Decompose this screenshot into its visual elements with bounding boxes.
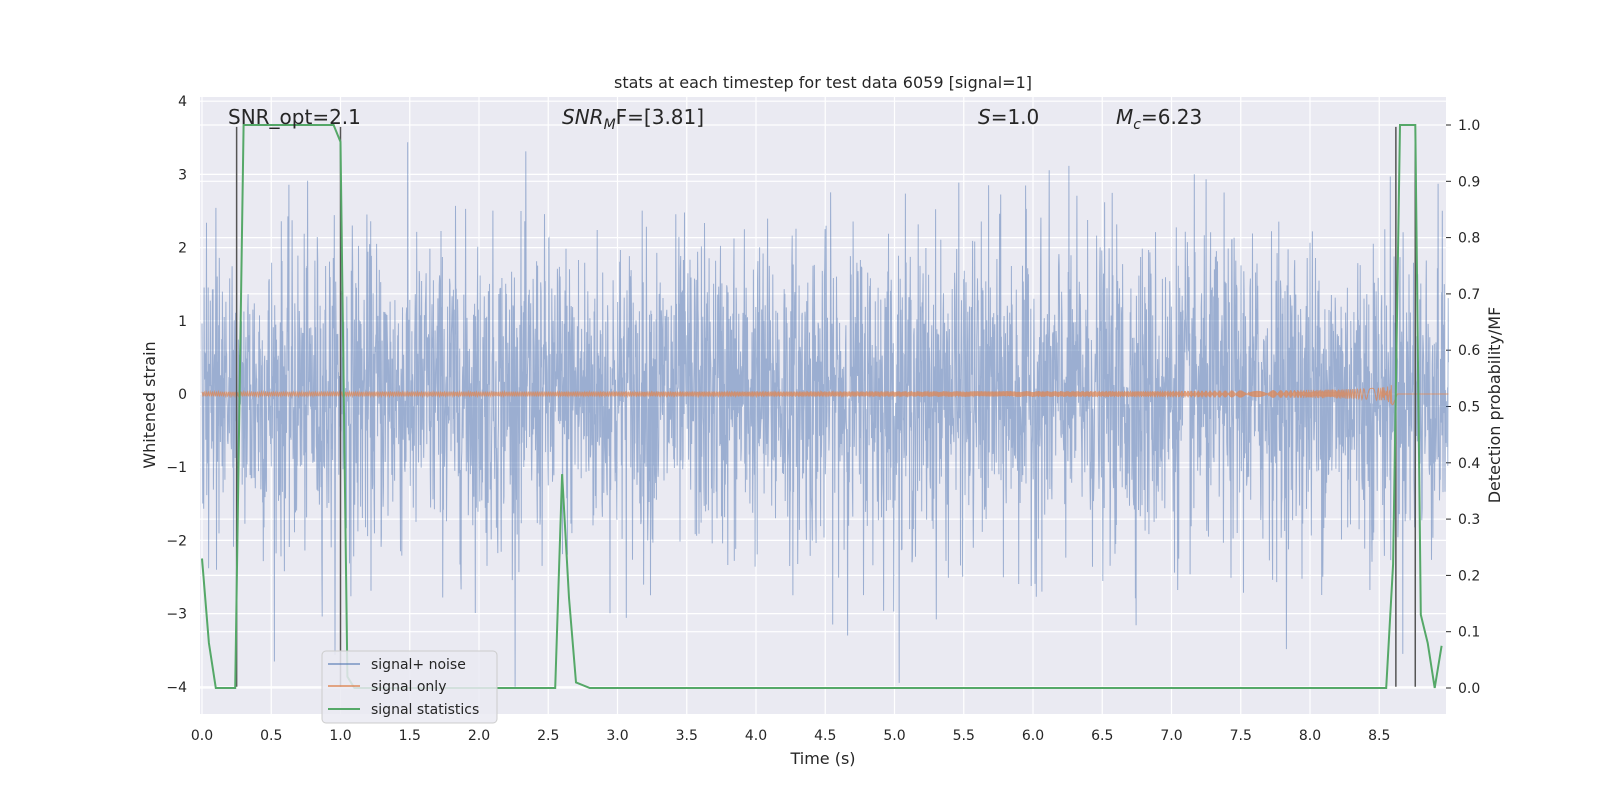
x-tick-label: 4.0 xyxy=(745,728,767,744)
series-signal-statistics xyxy=(201,124,1443,689)
annotation-mc: Mc=6.23 xyxy=(1116,105,1202,133)
x-tick-label: 1.5 xyxy=(399,728,421,744)
y2-tick-label: 0.7 xyxy=(1458,287,1480,303)
y-tick-label: −4 xyxy=(166,680,187,696)
annotation-mc-rest: =6.23 xyxy=(1141,105,1202,129)
y-tick-labels: 4 3 2 1 0 −1 −2 −3 −4 xyxy=(166,94,187,696)
y2-tick-label: 0.1 xyxy=(1458,625,1480,641)
annotation-mc-base: M xyxy=(1116,105,1133,129)
y2-tick-labels: 1.0 0.9 0.8 0.7 0.6 0.5 0.4 0.3 0.2 0.1 0.0 xyxy=(1458,118,1480,697)
annotation-snr-mf-sub: M xyxy=(604,117,616,133)
x-tick-label: 6.5 xyxy=(1091,728,1113,744)
annotation-snr-mf-rest: F=[3.81] xyxy=(616,105,704,129)
y2-tick-label: 1.0 xyxy=(1458,118,1480,134)
series-signal-only xyxy=(201,385,1449,406)
x-tick-label: 0.0 xyxy=(191,728,213,744)
annotation-mc-sub: c xyxy=(1133,117,1141,133)
signal-statistics-line xyxy=(201,124,1443,689)
y-tick-label: 1 xyxy=(178,314,187,330)
chart-title: stats at each timestep for test data 605… xyxy=(614,73,1032,92)
y-tick-label: −2 xyxy=(166,533,187,549)
y2-axis-label: Detection probability/MF xyxy=(1485,307,1504,504)
y-tick-label: 4 xyxy=(178,94,187,110)
annotation-s: S=1.0 xyxy=(978,105,1039,129)
x-tick-label: 4.5 xyxy=(814,728,836,744)
y-tick-label: 0 xyxy=(178,387,187,403)
y2-tick-label: 0.9 xyxy=(1458,174,1480,190)
annotation-s-label: S xyxy=(978,105,991,129)
signal-noise-line xyxy=(201,142,1449,687)
x-tick-label: 6.0 xyxy=(1022,728,1044,744)
signal-only-line xyxy=(201,385,1449,406)
x-axis-label: Time (s) xyxy=(789,749,855,768)
x-tick-label: 7.0 xyxy=(1160,728,1182,744)
x-tick-label: 5.0 xyxy=(883,728,905,744)
x-tick-label: 8.0 xyxy=(1299,728,1321,744)
x-tick-label: 7.5 xyxy=(1230,728,1252,744)
legend-box xyxy=(321,650,498,724)
y2-tick-label: 0.2 xyxy=(1458,568,1480,584)
x-tick-label: 3.5 xyxy=(676,728,698,744)
legend-label-signal-noise: signal+ noise xyxy=(371,657,466,673)
y2-tick-label: 0.0 xyxy=(1458,681,1480,697)
x-tick-label: 1.0 xyxy=(329,728,351,744)
x-tick-labels: 0.0 0.5 1.0 1.5 2.0 2.5 3.0 3.5 4.0 4.5 5.0 5.5 6.0 6… xyxy=(191,728,1391,744)
legend-label-signal-statistics: signal statistics xyxy=(371,702,479,718)
x-tick-label: 0.5 xyxy=(260,728,282,744)
legend-label-signal-only: signal only xyxy=(371,679,446,695)
y2-tick-label: 0.4 xyxy=(1458,456,1480,472)
legend: signal+ noise signal only signal statist… xyxy=(321,650,498,724)
y2-tick-label: 0.5 xyxy=(1458,400,1480,416)
y-tick-label: −3 xyxy=(166,607,187,623)
annotation-snr-opt: SNR_opt=2.1 xyxy=(228,105,361,129)
x-tick-label: 5.5 xyxy=(953,728,975,744)
y2-tick-label: 0.3 xyxy=(1458,512,1480,528)
y2-tick-label: 0.8 xyxy=(1458,231,1480,247)
annotation-snr-mf-base: SNR xyxy=(562,105,604,129)
x-tick-label: 3.0 xyxy=(606,728,628,744)
y-tick-label: 3 xyxy=(178,167,187,183)
x-tick-label: 2.5 xyxy=(537,728,559,744)
x-tick-label: 2.0 xyxy=(468,728,490,744)
y-axis-label: Whitened strain xyxy=(140,341,159,468)
annotation-s-rest: =1.0 xyxy=(991,105,1040,129)
annotation-snr-mf: SNRMF=[3.81] xyxy=(562,105,704,133)
series-signal-noise xyxy=(201,142,1449,687)
x-tick-label: 8.5 xyxy=(1368,728,1390,744)
y-tick-label: 2 xyxy=(178,241,187,257)
y-tick-label: −1 xyxy=(166,460,187,476)
y2-tick-label: 0.6 xyxy=(1458,343,1480,359)
